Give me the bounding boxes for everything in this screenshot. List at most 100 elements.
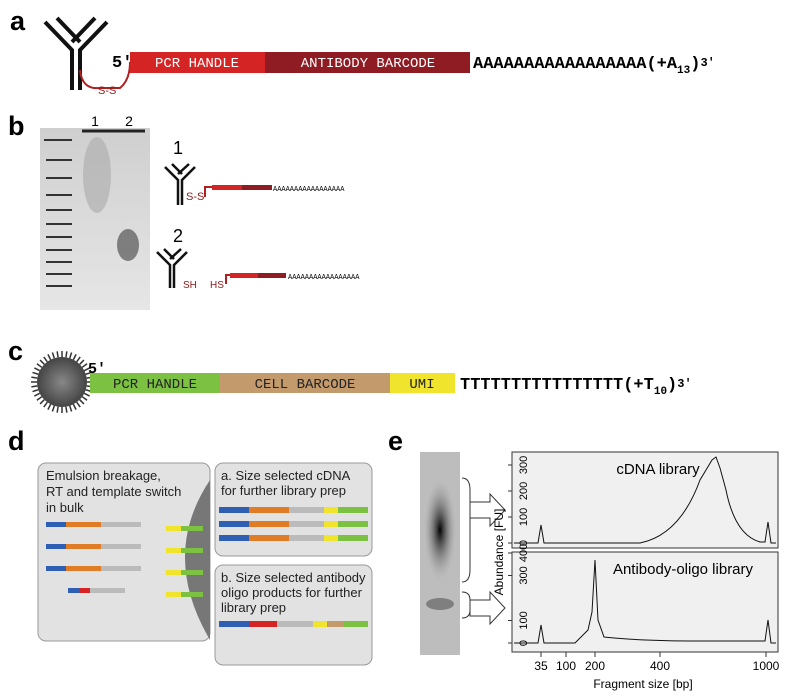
spike [31,385,38,388]
y-tick-label: 0 [518,640,530,646]
y-tick-label: 200 [518,482,530,500]
spike [85,371,92,375]
segment-label: PCR HANDLE [113,377,197,393]
plot-title: Antibody-oligo library [613,561,754,578]
band [424,480,456,580]
spike [72,354,77,361]
segment [265,52,470,73]
spike [36,396,43,401]
spike [43,356,48,363]
box-text: a. Size selected cDNA [221,468,351,483]
plot-frame [511,551,779,653]
panel-label: e [388,426,403,456]
lane-label: 2 [125,113,133,129]
spike [83,367,90,372]
segment-label: CELL BARCODE [255,377,356,393]
panel-label: c [8,336,23,366]
spike [39,399,45,405]
x-tick-label: 1000 [753,659,780,673]
spike [79,359,85,365]
bead-edge [185,480,210,640]
poly-tail: AAAAAAAAAAAAAAAAA(+A13)3′ [473,55,715,77]
y-tick-label: 400 [518,544,530,562]
y-axis-label: Abundance [FU] [492,509,506,596]
segment-label: ANTIBODY BARCODE [301,56,435,72]
adt-trace [514,559,776,644]
segment [130,52,265,73]
schematic-label: 2 [173,226,183,246]
box-text: library prep [221,600,286,615]
x-tick-label: 100 [556,659,576,673]
spike [36,363,43,368]
linker-label: S-S [186,191,204,203]
spike [32,371,39,375]
spike [56,406,59,413]
spike [65,406,68,413]
ladder [44,139,72,287]
segment-label: PCR HANDLE [155,56,239,72]
y-tick-label: 100 [518,611,530,629]
box-text: oligo products for further [221,585,363,600]
poly-tail: AAAAAAAAAAAAAAAAA [273,186,345,194]
spike [81,363,88,368]
cdna-trace [514,456,776,544]
spike [72,403,77,410]
segment-label: UMI [409,377,434,393]
x-tick-label: 200 [585,659,605,673]
band [83,137,111,213]
adt-stripes [219,621,368,627]
spike [56,351,59,358]
spike [43,401,48,408]
five-prime: 5′ [112,54,132,73]
spike [51,352,55,359]
panel-label: d [8,426,25,456]
band [117,229,139,261]
bead-spikes [31,351,93,413]
spike [83,392,90,397]
spike [31,376,38,379]
y-tick-label: 100 [518,508,530,526]
spike [81,396,88,401]
sh-label: SH [183,280,197,291]
box-b [214,564,373,666]
panel-label: a [10,6,26,36]
y-tick-label: 300 [518,566,530,584]
y-tick-label: 0 [518,540,530,546]
bead [37,357,87,407]
band [426,598,454,610]
lane-label: 1 [91,113,99,129]
x-tick-label: 35 [534,659,548,673]
spike [65,351,68,358]
spike [69,352,73,359]
box-text: in bulk [46,500,84,515]
y-tick-label: 300 [518,456,530,474]
spike [76,401,81,408]
spike [79,399,85,405]
box-text: for further library prep [221,483,346,498]
poly-tail: AAAAAAAAAAAAAAAAA [288,274,360,282]
spike [34,367,41,372]
box-text: RT and template switch [46,484,181,499]
spike [76,356,81,363]
sh-label: HS [210,280,224,291]
cdna-stripes [219,507,368,541]
antibody-icon [43,16,109,90]
plot-title: cDNA library [616,461,700,478]
spike [47,403,52,410]
spike [47,354,52,361]
spike [39,359,45,365]
plot-frame [511,451,779,549]
spike [51,405,55,412]
box-text: b. Size selected antibody [221,570,366,585]
spike [34,392,41,397]
linker-label: S-S [98,85,116,97]
panel-label: b [8,111,25,141]
x-axis-label: Fragment size [bp] [593,677,692,691]
spike [32,389,39,393]
linker [79,61,131,90]
oligo-stripes [46,522,203,597]
spike [69,405,73,412]
schematic-label: 1 [173,138,183,158]
box-text: Emulsion breakage, [46,468,161,483]
